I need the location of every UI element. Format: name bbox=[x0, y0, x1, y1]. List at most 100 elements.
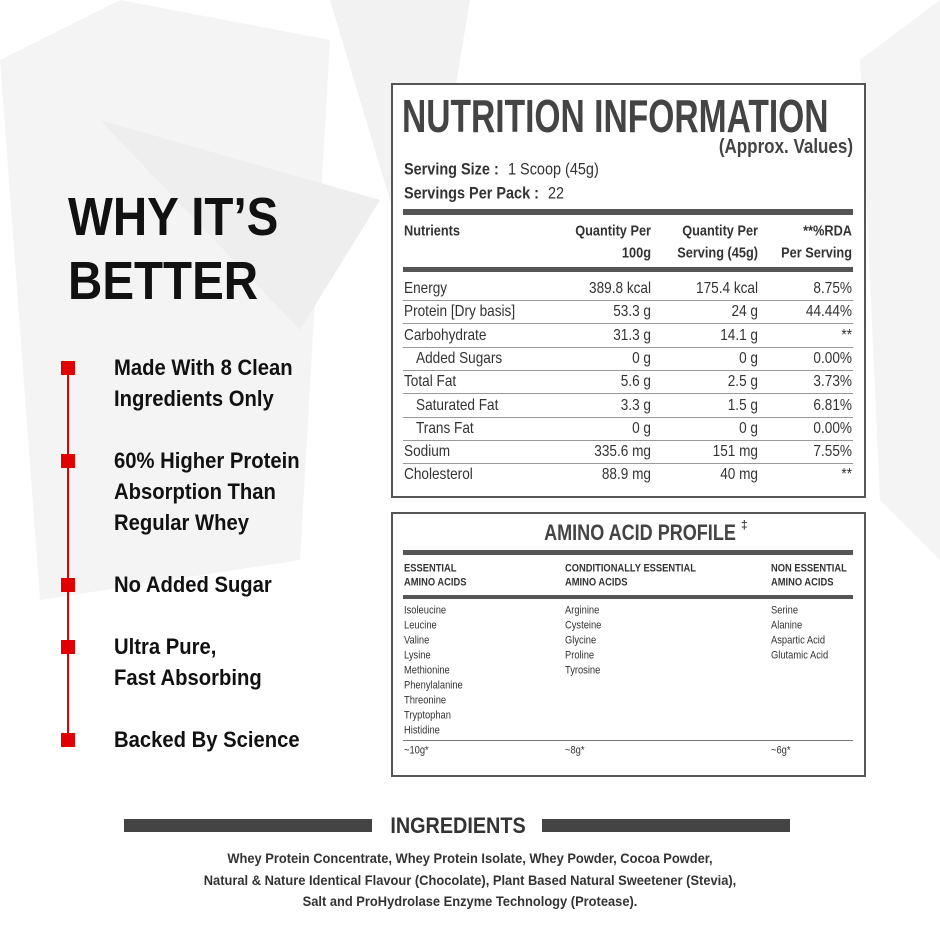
rule bbox=[403, 550, 853, 555]
bar bbox=[542, 819, 790, 832]
cell: 2.5 g bbox=[727, 373, 758, 391]
cell: 7.55% bbox=[813, 443, 852, 461]
benefit-text: Ingredients Only bbox=[114, 386, 274, 411]
benefit-text: Absorption Than bbox=[114, 479, 276, 504]
amino-item: Cysteine bbox=[565, 619, 602, 632]
benefit-text: Backed By Science bbox=[114, 727, 300, 752]
cell: 0 g bbox=[739, 349, 758, 367]
ingredients-title: INGREDIENTS bbox=[390, 813, 526, 838]
amino-item: Proline bbox=[565, 649, 595, 662]
benefit-text: Fast Absorbing bbox=[114, 665, 262, 690]
cell: Added Sugars bbox=[416, 349, 503, 367]
cell: 40 mg bbox=[720, 466, 758, 484]
cell: 14.1 g bbox=[720, 326, 758, 344]
ingredients-text: Salt and ProHydrolase Enzyme Technology … bbox=[302, 893, 638, 909]
row-rule bbox=[403, 416, 853, 418]
cell: 6.81% bbox=[813, 396, 852, 414]
cell: 0 g bbox=[739, 419, 758, 437]
amino-item: Leucine bbox=[404, 619, 437, 632]
nutrition-box bbox=[391, 83, 866, 498]
superscript: ‡ bbox=[741, 518, 748, 532]
cell: 88.9 mg bbox=[601, 466, 651, 484]
benefit-text: Regular Whey bbox=[114, 510, 249, 535]
column-header: Per Serving bbox=[781, 244, 852, 262]
amino-item: Threonine bbox=[404, 694, 447, 707]
cell: 175.4 kcal bbox=[696, 280, 758, 297]
label: Servings Per Pack : bbox=[404, 183, 539, 203]
row-rule bbox=[403, 323, 853, 325]
column-header: Quantity Per bbox=[682, 222, 758, 240]
rule bbox=[403, 740, 853, 741]
cell: Energy bbox=[404, 280, 448, 297]
cell: Sodium bbox=[404, 443, 451, 461]
cell: Carbohydrate bbox=[404, 326, 487, 344]
cell: 31.3 g bbox=[613, 326, 651, 344]
column-header: NON ESSENTIAL bbox=[771, 562, 847, 575]
row-rule bbox=[403, 369, 853, 371]
amino-item: Phenylalanine bbox=[404, 679, 463, 692]
label: Serving Size : bbox=[404, 159, 499, 179]
amino-title: AMINO ACID PROFILE bbox=[544, 520, 736, 545]
red-line bbox=[67, 368, 69, 740]
cell: ** bbox=[841, 326, 852, 344]
cell: 0 g bbox=[632, 419, 651, 437]
cell: Cholesterol bbox=[404, 466, 473, 484]
column-header: Nutrients bbox=[404, 222, 460, 240]
amino-item: Glutamic Acid bbox=[771, 649, 829, 662]
cell: 0.00% bbox=[813, 419, 852, 437]
red-bullet bbox=[61, 733, 75, 747]
heading: BETTER bbox=[68, 251, 259, 311]
cell: 3.73% bbox=[813, 373, 852, 391]
amino-item: Alanine bbox=[771, 619, 803, 632]
benefit-text: Made With 8 Clean bbox=[114, 355, 293, 380]
cell: 0 g bbox=[632, 349, 651, 367]
cell: ** bbox=[841, 466, 852, 484]
amino-item: Tryptophan bbox=[404, 709, 451, 722]
column-header: CONDITIONALLY ESSENTIAL bbox=[565, 562, 696, 575]
amino-item: Tyrosine bbox=[565, 664, 601, 677]
amino-total: ~6g* bbox=[771, 744, 791, 757]
column-header: AMINO ACIDS bbox=[565, 576, 628, 589]
amino-item: Aspartic Acid bbox=[771, 634, 826, 647]
amino-box bbox=[391, 512, 866, 777]
row-rule bbox=[403, 439, 853, 441]
column-header: **%RDA bbox=[803, 222, 852, 240]
amino-item: Arginine bbox=[565, 604, 600, 617]
bar bbox=[124, 819, 372, 832]
amino-total: ~8g* bbox=[565, 744, 585, 757]
cell: 5.6 g bbox=[620, 373, 651, 391]
cell: Saturated Fat bbox=[416, 396, 499, 414]
cell: 335.6 mg bbox=[594, 443, 651, 461]
row-rule bbox=[403, 463, 853, 465]
amino-item: Glycine bbox=[565, 634, 597, 647]
red-bullet bbox=[61, 578, 75, 592]
cell: 151 mg bbox=[712, 443, 758, 461]
column-header: ESSENTIAL bbox=[404, 562, 457, 575]
cell: 53.3 g bbox=[613, 303, 651, 321]
amino-item: Methionine bbox=[404, 664, 450, 677]
column-header: Quantity Per bbox=[575, 222, 651, 240]
row-rule bbox=[403, 393, 853, 395]
cell: Total Fat bbox=[404, 373, 457, 391]
amino-item: Lysine bbox=[404, 649, 431, 662]
subtitle: (Approx. Values) bbox=[718, 136, 853, 158]
ingredients-text: Whey Protein Concentrate, Whey Protein I… bbox=[227, 850, 713, 866]
value: 1 Scoop (45g) bbox=[508, 159, 599, 179]
amino-item: Isoleucine bbox=[404, 604, 447, 617]
column-header: 100g bbox=[621, 244, 651, 262]
column-header: AMINO ACIDS bbox=[771, 576, 834, 589]
red-bullet bbox=[61, 640, 75, 654]
amino-item: Serine bbox=[771, 604, 799, 617]
cell: 8.75% bbox=[813, 280, 852, 297]
benefit-text: Ultra Pure, bbox=[114, 634, 217, 659]
ingredients-text: Natural & Nature Identical Flavour (Choc… bbox=[203, 871, 737, 888]
cell: Trans Fat bbox=[416, 419, 474, 437]
cell: 1.5 g bbox=[727, 396, 758, 414]
column-header: AMINO ACIDS bbox=[404, 576, 467, 589]
row-rule bbox=[403, 300, 853, 301]
amino-total: ~10g* bbox=[404, 744, 429, 757]
column-header: Serving (45g) bbox=[677, 244, 758, 262]
cell: 44.44% bbox=[805, 303, 852, 321]
